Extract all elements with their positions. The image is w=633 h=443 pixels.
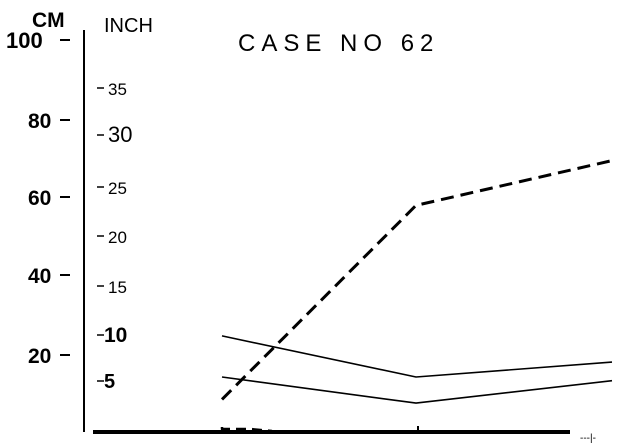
inch-tick-label-15: 15 xyxy=(108,278,127,297)
cm-tick-label-100: 100 xyxy=(6,28,43,53)
tail-mark: ---|- xyxy=(580,433,596,443)
inch-unit-label: INCH xyxy=(104,15,153,37)
cm-tick-labels: 100 80 60 40 20 xyxy=(6,28,70,368)
inch-tick-label-10: 10 xyxy=(104,324,127,347)
inch-tick-label-5: 5 xyxy=(104,371,115,393)
series-line-3 xyxy=(221,376,613,404)
cm-tick-label-40: 40 xyxy=(28,265,51,288)
dashed-fragment xyxy=(220,427,273,433)
chart-title: CASE NO 62 xyxy=(238,30,439,57)
inch-tick-label-30: 30 xyxy=(108,122,132,147)
cm-tick-label-80: 80 xyxy=(28,110,51,133)
cm-tick-label-60: 60 xyxy=(28,187,51,210)
cm-tick-label-20: 20 xyxy=(28,345,51,368)
series-line-1 xyxy=(220,159,613,401)
inch-tick-label-35: 35 xyxy=(108,80,127,99)
cm-unit-label: CM xyxy=(32,9,65,32)
inch-tick-label-20: 20 xyxy=(108,228,127,247)
series-layer xyxy=(220,159,613,433)
inch-tick-label-25: 25 xyxy=(108,179,127,198)
inch-tick-labels: 35 30 25 20 15 10 5 xyxy=(97,80,132,393)
series-line-2 xyxy=(221,335,613,378)
